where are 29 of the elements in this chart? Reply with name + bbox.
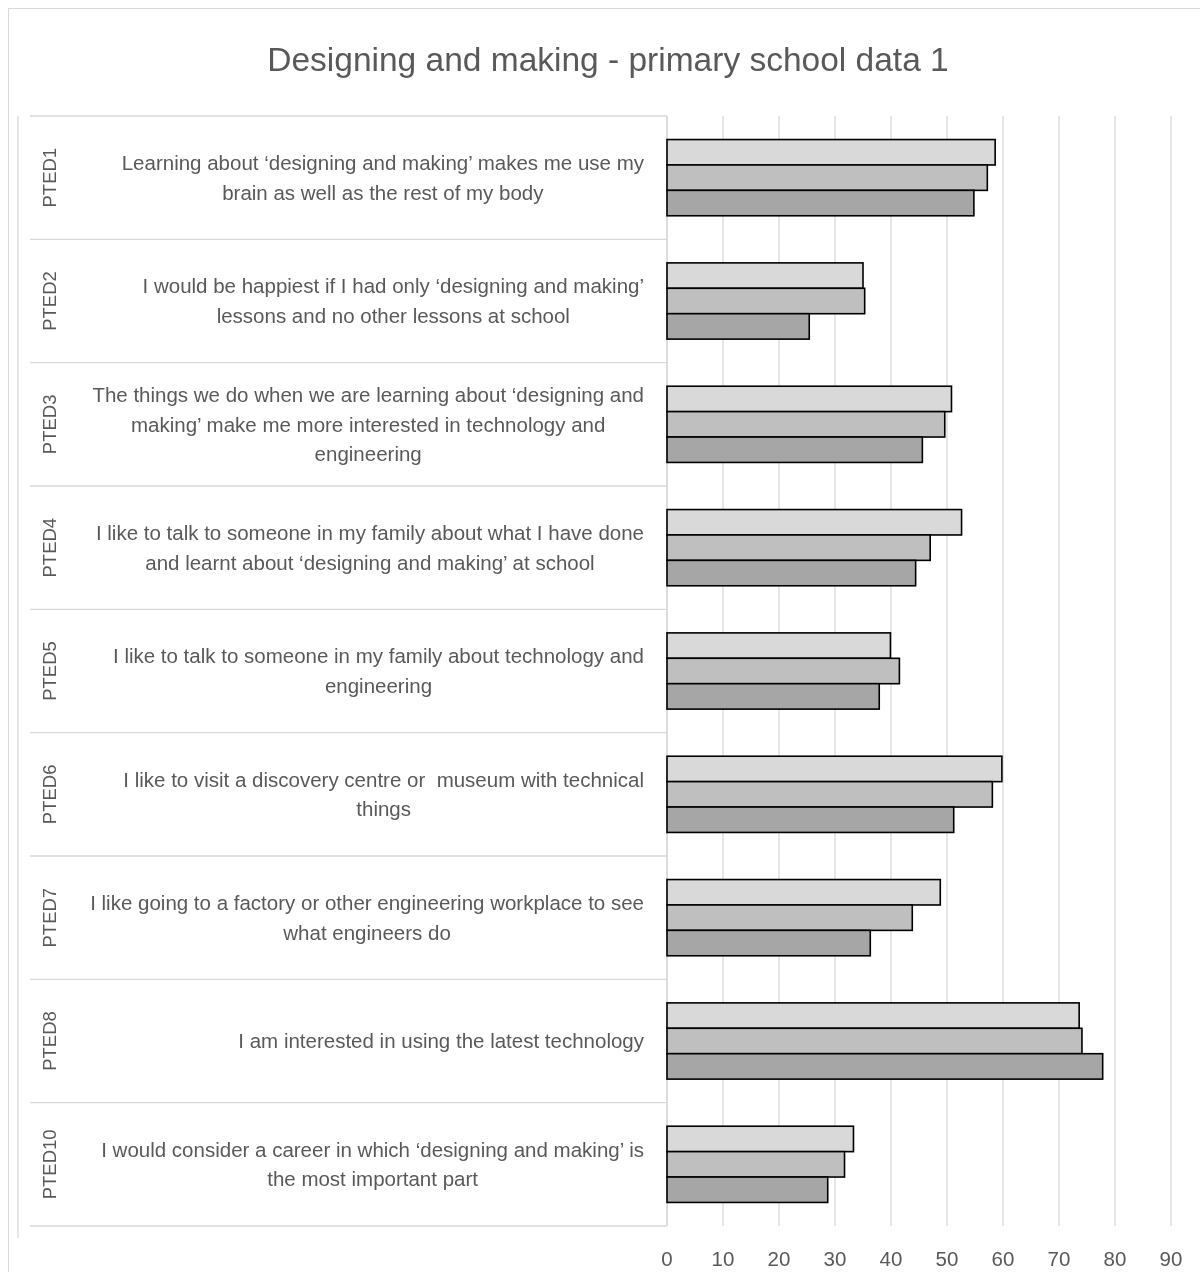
y-tick-label: I am interested in using the latest technology [238,1029,645,1053]
text: PTED1 [39,147,60,208]
y-tick-label: I like going to a factory or other engineering workplace to see what engineers do [90,891,644,944]
x-tick-label: 10 [711,1247,735,1270]
y-tick-label: I like to visit a discovery centre or museum with technical things [123,767,644,821]
text: PTED7 [39,887,60,948]
y-tick-label: I would be happiest if I had only ‘designing and making’ lessons and no other lessons at school [142,274,644,327]
x-tick-label: 40 [879,1247,903,1270]
chart-title: Designing and making - primary school data 1 [267,41,949,78]
text: PTED4 [39,517,60,578]
x-tick-label: 20 [767,1247,791,1270]
text: PTED6 [39,764,60,825]
text: PTED8 [39,1011,60,1071]
y-tick-label: The things we do when we are learning about ‘designing and making’ make me more interested in technology and engineering [92,383,644,466]
x-tick-label: 30 [823,1247,847,1270]
x-tick-label: 0 [661,1247,673,1270]
x-tick-label: 60 [991,1247,1015,1270]
y-tick-label: I would consider a career in which ‘designing and making’ is the most important part [101,1137,644,1191]
x-tick-label: 80 [1103,1247,1127,1270]
text: PTED5 [39,641,60,701]
x-tick-label: 90 [1159,1247,1183,1270]
text: PTED10 [39,1129,60,1200]
y-tick-label: I like to talk to someone in my family about technology and engineering [112,644,644,697]
x-tick-label: 50 [935,1247,959,1270]
x-tick-label: 70 [1047,1247,1071,1270]
y-tick-label: I like to talk to someone in my family about what I have done and learnt about ‘designing and making’ at school [95,521,644,574]
text: PTED3 [39,394,60,455]
text: PTED2 [39,271,60,331]
y-tick-label: Learning about ‘designing and making’ makes me use my brain as well as the rest of my body [121,151,645,204]
